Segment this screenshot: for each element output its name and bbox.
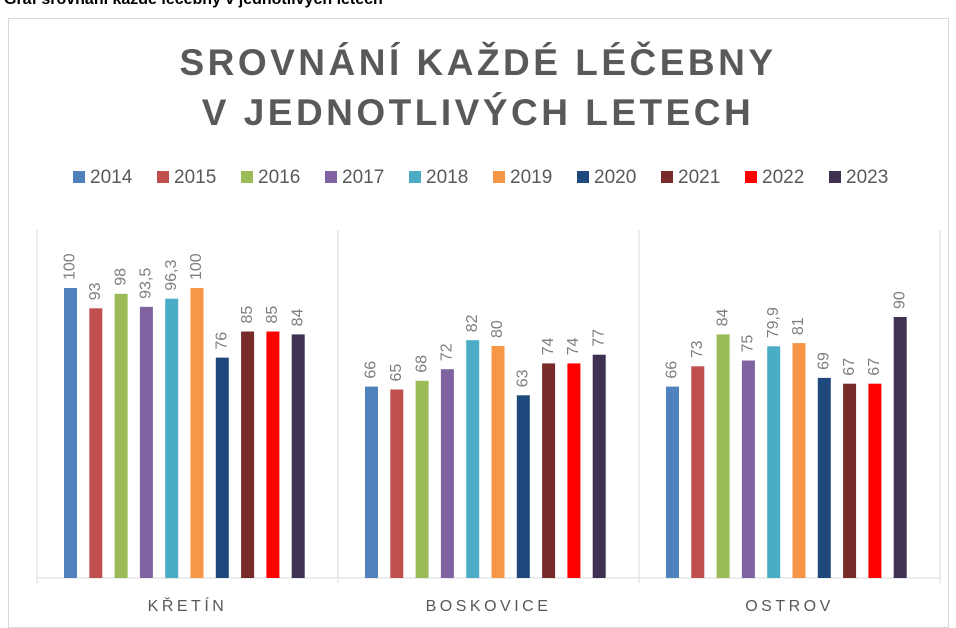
bar (691, 366, 705, 578)
bar (817, 377, 831, 578)
value-label: 75 (740, 335, 757, 353)
bar (440, 369, 454, 578)
value-label: 69 (816, 352, 833, 370)
bar (666, 386, 679, 578)
value-label: 67 (866, 358, 883, 376)
value-label: 84 (714, 309, 731, 327)
legend-swatch (325, 171, 337, 183)
x-tick-label: OSTROV (745, 598, 834, 615)
bar (215, 357, 229, 578)
value-label: 100 (188, 253, 205, 280)
legend-label: 2023 (846, 167, 888, 188)
value-label: 81 (790, 317, 807, 335)
bar (868, 383, 882, 578)
bar (767, 346, 781, 578)
legend-label: 2022 (762, 167, 804, 188)
value-label: 66 (363, 361, 380, 379)
value-label: 74 (540, 338, 557, 356)
value-label: 77 (590, 329, 607, 347)
legend-swatch (829, 171, 841, 183)
value-label: 93,5 (138, 268, 155, 299)
legend-swatch (577, 171, 589, 183)
bar (291, 334, 305, 578)
value-label: 85 (264, 306, 281, 324)
bar (190, 288, 204, 578)
bar (266, 331, 280, 578)
legend-label: 2017 (342, 167, 384, 188)
value-label: 63 (515, 369, 532, 387)
bar (241, 331, 255, 578)
chart-title: SROVNÁNÍ KAŽDÉ LÉČEBNY V JEDNOTLIVÝCH LE… (179, 42, 777, 133)
value-label: 82 (464, 314, 481, 332)
value-label: 90 (891, 291, 908, 309)
value-label: 93 (87, 282, 104, 300)
value-label: 84 (289, 309, 306, 327)
bar (893, 317, 907, 578)
legend-swatch (493, 171, 505, 183)
value-label: 85 (239, 306, 256, 324)
bar (716, 334, 730, 578)
x-tick-label: BOSKOVICE (426, 598, 552, 615)
legend-label: 2015 (174, 167, 216, 188)
bar (491, 346, 505, 578)
value-label: 80 (489, 320, 506, 338)
x-tick-label: KŘETÍN (148, 596, 228, 615)
value-label: 66 (664, 361, 681, 379)
bar (567, 363, 581, 578)
bar (542, 363, 556, 578)
bar (843, 383, 857, 578)
legend-swatch (157, 171, 169, 183)
legend-label: 2021 (678, 167, 720, 188)
bar (466, 340, 480, 578)
legend-label: 2020 (594, 167, 636, 188)
bar (792, 343, 806, 578)
bar (114, 293, 128, 578)
legend-swatch (73, 171, 85, 183)
legend-label: 2019 (510, 167, 552, 188)
legend-label: 2018 (426, 167, 468, 188)
bar (516, 395, 530, 578)
caption: Graf srovnání každé léčebny v jednotlivý… (4, 0, 383, 9)
legend-swatch (409, 171, 421, 183)
legend-swatch (661, 171, 673, 183)
legend-swatch (241, 171, 253, 183)
bar (365, 386, 378, 578)
legend-label: 2016 (258, 167, 300, 188)
bar (592, 354, 606, 578)
value-label: 72 (439, 343, 456, 361)
value-label: 65 (388, 364, 405, 382)
bar (139, 306, 153, 578)
value-label: 100 (62, 253, 79, 280)
value-label: 98 (112, 268, 129, 286)
value-label: 74 (565, 338, 582, 356)
value-label: 67 (841, 358, 858, 376)
bar (415, 380, 429, 578)
bar (89, 308, 103, 578)
value-label: 68 (413, 355, 430, 373)
legend-swatch (745, 171, 757, 183)
bar (165, 298, 179, 578)
bar (741, 360, 755, 578)
value-label: 76 (214, 332, 231, 350)
value-label: 96,3 (163, 259, 180, 290)
legend-label: 2014 (90, 167, 133, 188)
bar (64, 288, 77, 578)
value-label: 79,9 (765, 307, 782, 338)
bar (390, 389, 404, 578)
value-label: 73 (689, 340, 706, 358)
